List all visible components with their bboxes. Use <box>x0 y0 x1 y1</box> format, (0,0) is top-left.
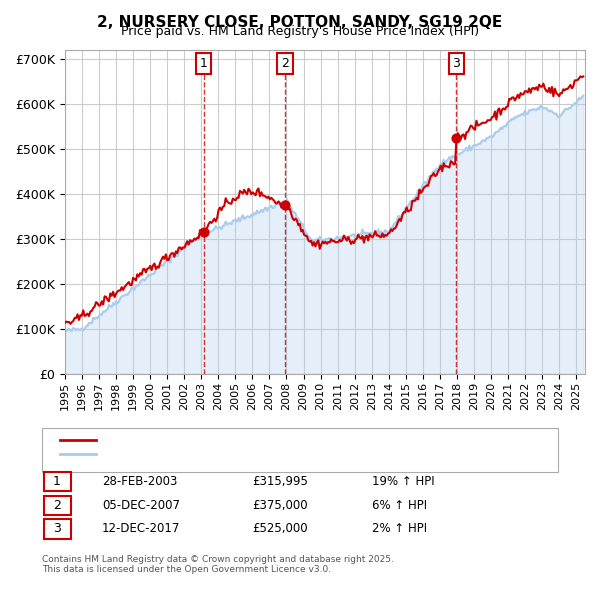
Text: 28-FEB-2003: 28-FEB-2003 <box>102 475 178 488</box>
Text: 19% ↑ HPI: 19% ↑ HPI <box>372 475 434 488</box>
Text: 6% ↑ HPI: 6% ↑ HPI <box>372 499 427 512</box>
Point <box>280 201 290 210</box>
Point <box>451 133 461 143</box>
Text: HPI: Average price, detached house, Central Bedfordshire: HPI: Average price, detached house, Cent… <box>102 450 403 459</box>
Text: 2% ↑ HPI: 2% ↑ HPI <box>372 522 427 535</box>
Text: 05-DEC-2007: 05-DEC-2007 <box>102 499 180 512</box>
Text: Contains HM Land Registry data © Crown copyright and database right 2025.
This d: Contains HM Land Registry data © Crown c… <box>42 555 394 574</box>
Point <box>199 227 209 237</box>
Text: Price paid vs. HM Land Registry's House Price Index (HPI): Price paid vs. HM Land Registry's House … <box>121 25 479 38</box>
Text: 2, NURSERY CLOSE, POTTON, SANDY, SG19 2QE: 2, NURSERY CLOSE, POTTON, SANDY, SG19 2Q… <box>97 15 503 30</box>
Text: £375,000: £375,000 <box>252 499 308 512</box>
Text: 12-DEC-2017: 12-DEC-2017 <box>102 522 181 535</box>
Text: 1: 1 <box>53 475 61 488</box>
Text: 3: 3 <box>452 57 460 70</box>
Text: £525,000: £525,000 <box>252 522 308 535</box>
Text: 2: 2 <box>281 57 289 70</box>
Text: £315,995: £315,995 <box>252 475 308 488</box>
Text: 1: 1 <box>200 57 208 70</box>
Text: 3: 3 <box>53 522 61 535</box>
Text: 2, NURSERY CLOSE, POTTON, SANDY, SG19 2QE (detached house): 2, NURSERY CLOSE, POTTON, SANDY, SG19 2Q… <box>102 435 446 444</box>
Text: 2: 2 <box>53 499 61 512</box>
